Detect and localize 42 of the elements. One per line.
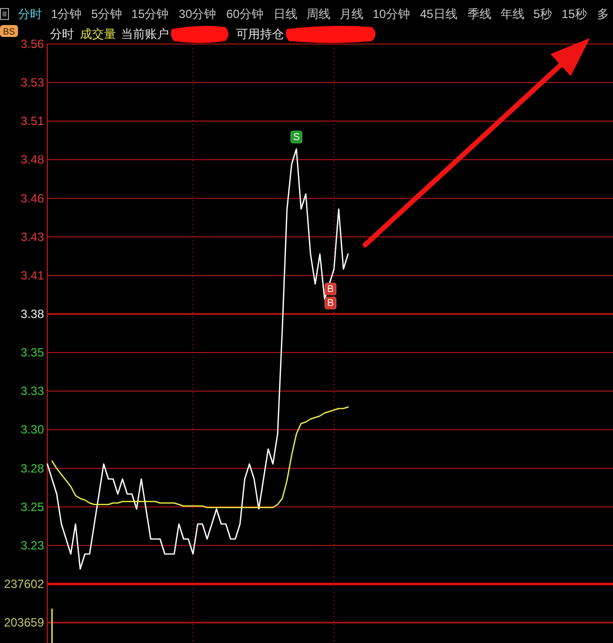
text: 周线 <box>306 7 331 21</box>
y-tick-label: 3.46 <box>20 191 44 206</box>
text: 60分钟 <box>226 7 264 21</box>
y-tick-label: 3.51 <box>20 114 44 128</box>
text: 30分钟 <box>178 7 216 21</box>
text: 15分钟 <box>131 7 169 21</box>
y-tick-label: 3.30 <box>20 422 44 437</box>
y-tick-label: 3.23 <box>20 538 44 552</box>
y-tick-label: 3.35 <box>20 346 44 360</box>
text: 1分钟 <box>51 7 82 21</box>
y-tick-label: 203659 <box>4 616 44 630</box>
y-tick-label: 237602 <box>4 577 44 591</box>
y-tick-label: 3.43 <box>20 230 44 244</box>
text: 分时 <box>18 7 42 21</box>
text: 成交量 <box>80 27 116 41</box>
y-tick-label: 3.28 <box>20 461 44 476</box>
annotation: B <box>327 284 334 295</box>
text: 5分钟 <box>91 7 122 21</box>
line-series <box>51 406 349 508</box>
y-tick-label: 3.38 <box>20 307 44 321</box>
text: 10分钟 <box>372 7 410 21</box>
text: 多 <box>597 7 609 21</box>
y-tick-label: 3.33 <box>20 384 44 398</box>
annotation: B <box>327 298 334 309</box>
text: 15秒 <box>562 7 587 21</box>
text: 可用持仓 <box>236 27 284 41</box>
text: 日线 <box>274 7 298 21</box>
y-tick-label: 3.48 <box>20 152 44 167</box>
y-tick-label: 3.56 <box>20 37 44 51</box>
chart-title: 分时 <box>50 27 74 41</box>
y-tick-label: 3.53 <box>20 76 44 90</box>
text: 5秒 <box>533 7 552 21</box>
y-tick-label: 3.41 <box>20 268 44 282</box>
text: 45日线 <box>420 7 458 21</box>
text: 月线 <box>340 7 364 21</box>
annotation: S <box>293 132 300 143</box>
text: 当前账户 <box>121 27 169 41</box>
y-tick-label: 3.25 <box>20 500 44 514</box>
text: 季线 <box>467 7 492 21</box>
text: 年线 <box>500 7 524 21</box>
line-series <box>46 148 349 570</box>
text: BS <box>2 26 16 36</box>
